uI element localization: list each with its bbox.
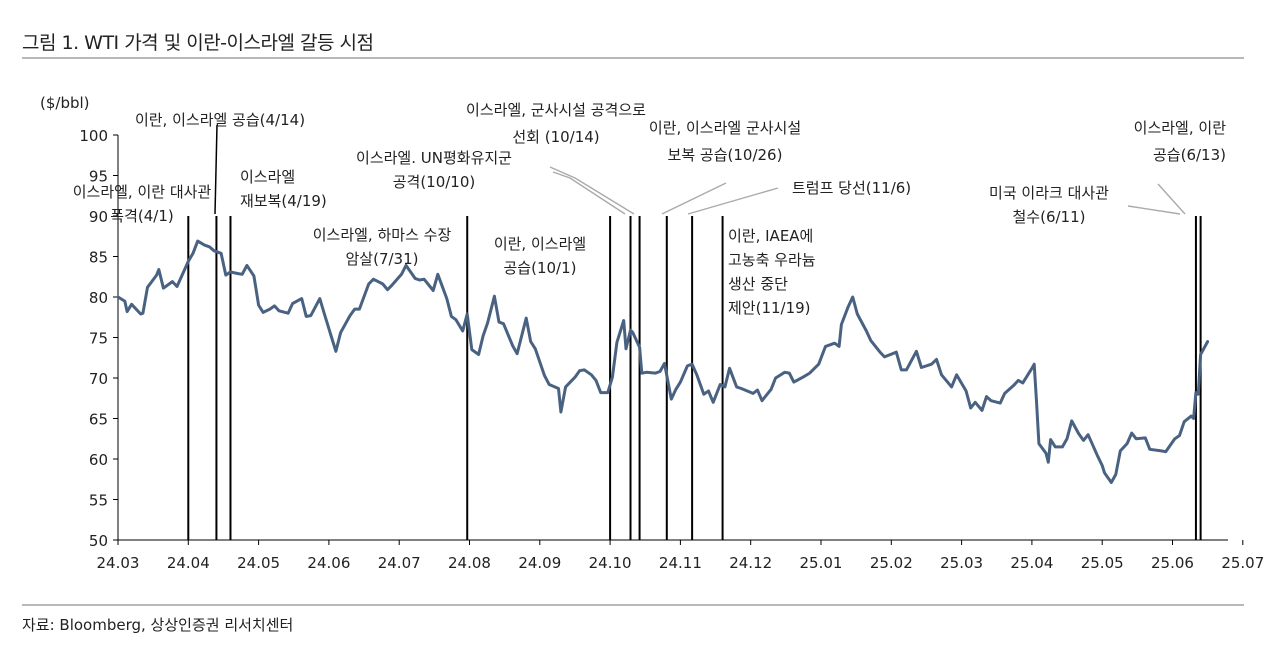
source-note: 자료: Bloomberg, 상상인증권 리서치센터 xyxy=(22,616,294,634)
y-tick-label: 90 xyxy=(89,208,108,226)
y-tick-label: 95 xyxy=(89,168,108,186)
x-tick-label: 25.03 xyxy=(940,554,983,572)
event-annotation: 이란, 이스라엘 공습(4/14) xyxy=(135,111,305,129)
x-tick-label: 25.04 xyxy=(1010,554,1053,572)
x-tick-label: 24.04 xyxy=(167,554,210,572)
y-tick-label: 75 xyxy=(89,330,108,348)
event-annotation-line: 생산 중단 xyxy=(728,275,788,293)
series-layer xyxy=(116,239,1210,484)
x-tick-label: 25.02 xyxy=(870,554,913,572)
annotation-leader-line xyxy=(661,182,727,215)
y-tick-label: 100 xyxy=(79,127,108,145)
x-tick-label: 25.06 xyxy=(1151,554,1194,572)
figure-title: 그림 1. WTI 가격 및 이란-이스라엘 갈등 시점 xyxy=(22,32,374,54)
event-annotation-line: 이란, IAEA에 xyxy=(728,227,813,245)
annotation-leader-line xyxy=(687,187,779,215)
chart-axes: 50 55 60 65 70 75 80 85 90 95 100 ($/bbl) 24.03 24.04… xyxy=(40,94,1264,572)
annotation-leader-line xyxy=(549,166,635,215)
y-tick-label: 65 xyxy=(89,411,108,429)
top-rule xyxy=(22,57,1244,59)
event-lines xyxy=(187,216,1202,540)
x-tick-label: 24.09 xyxy=(518,554,561,572)
annotation-leader-line xyxy=(214,124,218,215)
event-annotation-line: 폭격(4/1) xyxy=(110,207,173,225)
x-tick-label: 24.11 xyxy=(659,554,702,572)
x-tick-label: 24.08 xyxy=(448,554,491,572)
event-annotation-line: 제안(11/19) xyxy=(728,299,811,317)
event-annotation-line: 이스라엘, 군사시설 공격으로 xyxy=(466,101,646,119)
y-tick-label: 80 xyxy=(89,289,108,307)
x-tick-label: 24.06 xyxy=(307,554,350,572)
event-annotation-line: 철수(6/11) xyxy=(1013,208,1086,226)
x-tick-label: 25.01 xyxy=(800,554,843,572)
event-annotation-line: 재보복(4/19) xyxy=(240,192,327,210)
event-annotation-line: 이스라엘. UN평화유지군 xyxy=(356,149,512,167)
y-tick-label: 85 xyxy=(89,249,108,267)
event-annotation-line: 공격(10/10) xyxy=(393,173,476,191)
x-tick-label: 25.07 xyxy=(1221,554,1264,572)
y-axis-unit-label: ($/bbl) xyxy=(40,94,90,112)
x-tick-label: 24.12 xyxy=(729,554,772,572)
event-annotation-line: 공습(10/1) xyxy=(504,259,577,277)
event-annotation-line: 트럼프 당선(11/6) xyxy=(792,179,911,197)
event-annotation-line: 선회 (10/14) xyxy=(512,128,599,146)
event-annotation-line: 미국 이라크 대사관 xyxy=(989,184,1109,202)
annotation-leader-line xyxy=(1157,183,1186,215)
x-tick-label: 24.05 xyxy=(237,554,280,572)
y-tick-label: 70 xyxy=(89,370,108,388)
bottom-rule xyxy=(22,604,1244,606)
event-annotation: 트럼프 당선(11/6) xyxy=(792,179,911,197)
event-annotation-line: 이스라엘 xyxy=(240,168,295,186)
annotation-leaders xyxy=(214,124,1186,215)
event-annotation-line: 이란, 이스라엘 군사시설 xyxy=(649,119,801,137)
annotation-leader-line xyxy=(552,171,626,215)
event-annotation-line: 이란, 이스라엘 xyxy=(494,235,586,253)
x-tick-label: 25.05 xyxy=(1081,554,1124,572)
event-annotation-line: 공습(6/13) xyxy=(1153,146,1226,164)
event-annotation-line: 이스라엘, 하마스 수장 xyxy=(313,226,452,244)
x-tick-label: 24.10 xyxy=(589,554,632,572)
event-annotation-line: 이란, 이스라엘 공습(4/14) xyxy=(135,111,305,129)
event-annotation-line: 고농축 우라늄 xyxy=(728,251,816,269)
x-tick-label: 24.03 xyxy=(97,554,140,572)
annotation-leader-line xyxy=(1127,205,1181,215)
event-annotation-line: 암살(7/31) xyxy=(346,250,419,268)
event-annotation-line: 이스라엘, 이란 xyxy=(1134,119,1227,137)
event-annotation-line: 이스라엘, 이란 대사관 xyxy=(73,183,212,201)
event-annotation-line: 보복 공습(10/26) xyxy=(668,146,783,164)
y-tick-label: 55 xyxy=(89,492,108,510)
y-tick-label: 50 xyxy=(89,532,108,550)
y-tick-label: 60 xyxy=(89,451,108,469)
wti-price-line xyxy=(116,239,1210,484)
x-tick-label: 24.07 xyxy=(378,554,421,572)
